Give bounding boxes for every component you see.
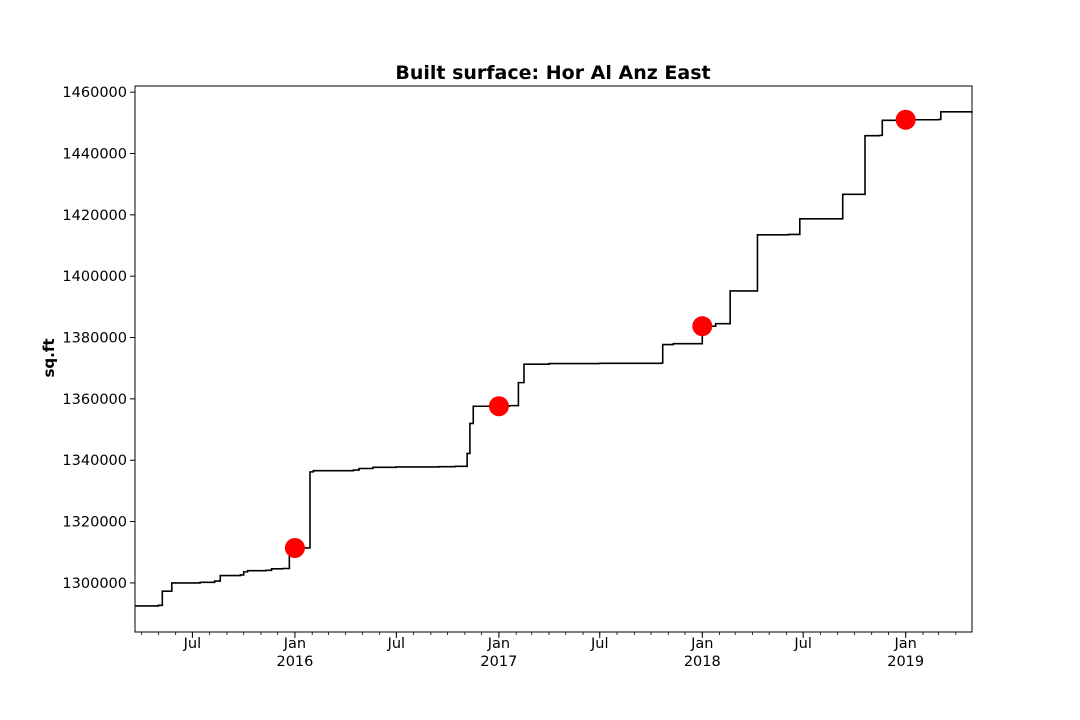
x-tick-year-label: 2017: [480, 654, 517, 670]
x-tick-label: Jan: [487, 636, 510, 652]
x-tick-label: Jul: [590, 636, 609, 652]
chart-title: Built surface: Hor Al Anz East: [395, 62, 710, 84]
y-tick-label: 1340000: [62, 453, 127, 469]
y-tick-label: 1460000: [62, 85, 127, 101]
x-tick-label: Jan: [283, 636, 306, 652]
x-tick-label: Jul: [387, 636, 406, 652]
x-axis: Jul Jan 2016 Jul Jan 2017 Jul Jan 2018 Jul Jan 2019: [141, 632, 957, 670]
x-tick-year-label: 2018: [684, 654, 721, 670]
data-point-marker: [284, 537, 305, 558]
x-tick-label: Jul: [793, 636, 812, 652]
plot-area: [135, 109, 973, 607]
data-point-marker: [488, 396, 509, 417]
y-tick-label: 1420000: [62, 208, 127, 224]
x-tick-year-label: 2016: [276, 654, 313, 670]
x-tick-label: Jan: [690, 636, 713, 652]
x-tick-label: Jul: [183, 636, 202, 652]
y-tick-label: 1300000: [62, 576, 127, 592]
plot-frame: [134, 85, 973, 633]
x-tick-year-label: 2019: [887, 654, 924, 670]
series-line: [135, 110, 973, 607]
x-tick-label: Jan: [894, 636, 917, 652]
y-axis: 1300000 1320000 1340000 1360000 1380000 14000…: [62, 85, 135, 592]
y-tick-label: 1320000: [62, 515, 127, 531]
data-point-marker: [895, 109, 916, 130]
y-tick-label: 1380000: [62, 331, 127, 347]
y-axis-label: sq.ft: [40, 338, 58, 377]
y-tick-label: 1360000: [62, 392, 127, 408]
data-point-marker: [692, 316, 713, 337]
y-tick-label: 1440000: [62, 146, 127, 162]
y-tick-label: 1400000: [62, 269, 127, 285]
